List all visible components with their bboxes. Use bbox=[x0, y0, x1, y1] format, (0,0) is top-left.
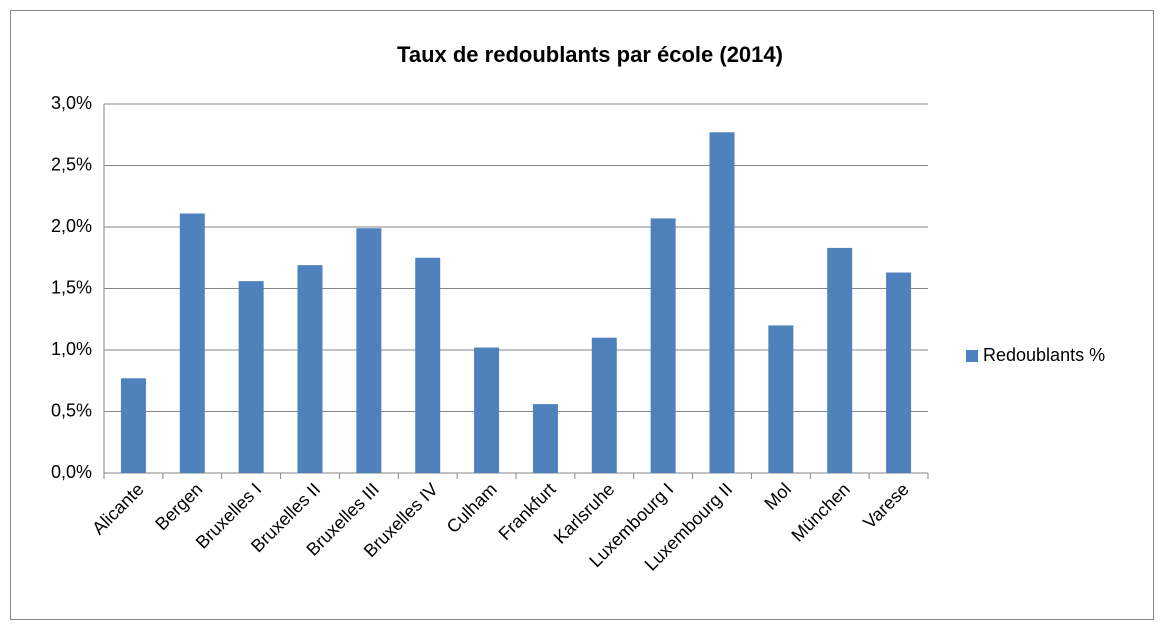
bar bbox=[886, 272, 912, 473]
chart-title: Taux de redoublants par école (2014) bbox=[397, 42, 783, 67]
y-tick-label: 0,0% bbox=[51, 462, 92, 482]
bar bbox=[650, 218, 676, 473]
bar bbox=[120, 378, 146, 473]
y-tick-label: 1,0% bbox=[51, 339, 92, 359]
bar bbox=[356, 228, 382, 473]
y-tick-label: 0,5% bbox=[51, 400, 92, 420]
y-tick-label: 3,0% bbox=[51, 93, 92, 113]
bar bbox=[591, 337, 617, 473]
y-tick-label: 1,5% bbox=[51, 277, 92, 297]
legend-swatch bbox=[966, 350, 978, 362]
bar bbox=[768, 325, 794, 473]
bar bbox=[474, 347, 500, 473]
bar bbox=[827, 247, 853, 473]
bar bbox=[179, 213, 205, 473]
bar bbox=[297, 265, 323, 473]
y-tick-label: 2,0% bbox=[51, 216, 92, 236]
y-tick-label: 2,5% bbox=[51, 154, 92, 174]
bar bbox=[415, 257, 441, 473]
bar bbox=[532, 404, 558, 473]
bar bbox=[238, 281, 264, 473]
legend-label: Redoublants % bbox=[983, 345, 1105, 365]
bar bbox=[709, 132, 735, 474]
